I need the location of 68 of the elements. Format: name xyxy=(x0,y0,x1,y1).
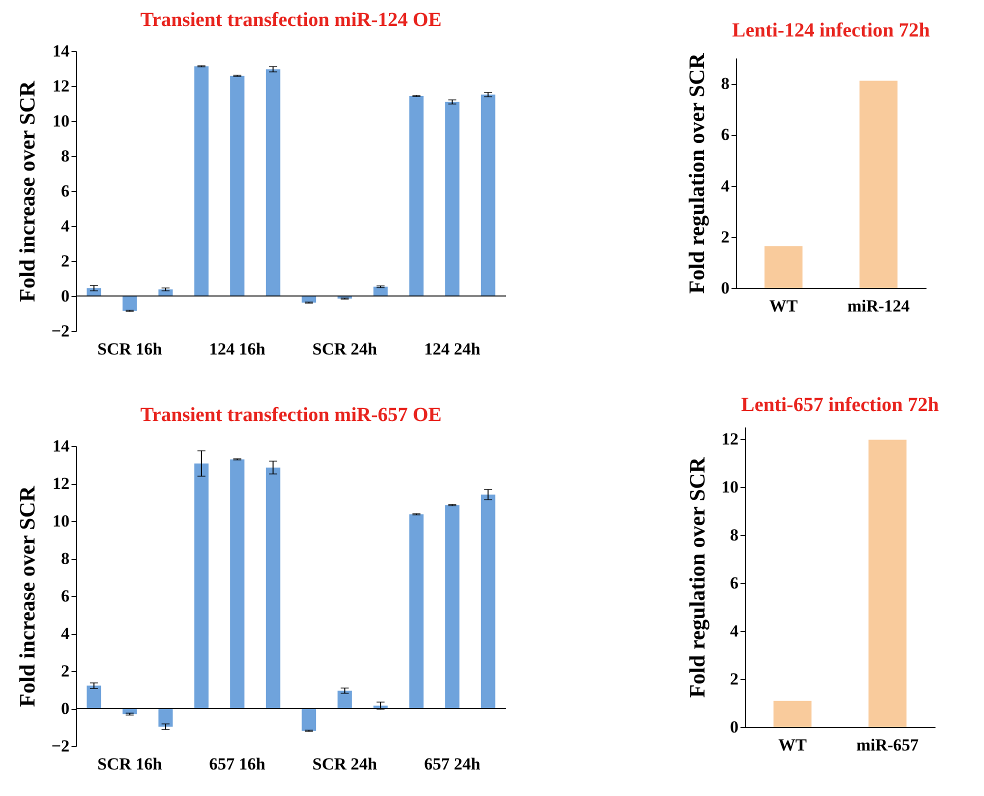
y-tick-label: 0 xyxy=(61,286,70,306)
bar xyxy=(158,708,173,727)
bar xyxy=(409,514,424,708)
x-tick-label: 124 24h xyxy=(424,340,481,358)
y-tick-label: 12 xyxy=(722,430,738,448)
y-tick-label: 4 xyxy=(721,176,730,196)
y-tick-label: 2 xyxy=(721,227,730,246)
y-tick-label: −2 xyxy=(51,322,70,340)
x-tick-label: WT xyxy=(778,736,808,754)
x-tick-label: SCR 24h xyxy=(312,754,378,774)
x-tick-label: WT xyxy=(769,296,798,316)
bar xyxy=(445,102,460,296)
x-tick-label: 657 16h xyxy=(209,754,266,774)
y-tick-label: 10 xyxy=(52,112,70,130)
bar xyxy=(230,76,244,296)
y-tick-label: 14 xyxy=(52,436,70,456)
y-tick-label: 0 xyxy=(730,718,738,736)
y-axis-title: Fold increase over SCR xyxy=(14,80,40,302)
x-tick-label: 657 24h xyxy=(424,754,481,774)
x-tick-label: miR-657 xyxy=(856,736,920,754)
chart-title: Transient transfection miR-657 OE xyxy=(140,404,442,426)
x-tick-label: SCR 16h xyxy=(97,754,163,774)
bar xyxy=(86,686,102,708)
y-tick-label: 10 xyxy=(722,478,738,496)
y-tick-label: 12 xyxy=(52,76,70,96)
y-tick-label: 4 xyxy=(730,622,739,640)
chart-title: Lenti-124 infection 72h xyxy=(732,20,930,42)
y-tick-label: 4 xyxy=(61,216,70,236)
bar xyxy=(266,468,280,708)
x-tick-label: SCR 24h xyxy=(312,340,378,358)
y-axis-title: Fold regulation over SCR xyxy=(684,52,709,294)
bar xyxy=(194,66,209,296)
y-axis-title: Fold increase over SCR xyxy=(14,484,40,707)
chart-title: Lenti-657 infection 72h xyxy=(741,394,939,416)
y-tick-label: 4 xyxy=(61,624,70,643)
bar xyxy=(230,459,244,708)
x-tick-label: miR-124 xyxy=(847,296,910,316)
bar xyxy=(480,94,496,296)
y-tick-label: 0 xyxy=(61,699,70,718)
bar xyxy=(373,286,388,296)
y-tick-label: 2 xyxy=(61,252,70,270)
y-axis-title: Fold regulation over SCR xyxy=(684,456,710,698)
y-tick-label: 6 xyxy=(730,574,738,592)
bar xyxy=(122,296,137,311)
bar xyxy=(194,463,209,708)
y-tick-label: 2 xyxy=(61,662,70,680)
y-tick-label: 6 xyxy=(721,125,730,144)
y-tick-label: 2 xyxy=(730,670,738,688)
y-tick-label: 0 xyxy=(721,278,730,298)
bar xyxy=(445,505,460,708)
chart-title: Transient transfection miR-124 OE xyxy=(140,9,442,31)
y-tick-label: 10 xyxy=(52,512,70,530)
bar xyxy=(409,96,424,296)
x-tick-label: SCR 16h xyxy=(97,340,163,358)
bar xyxy=(266,69,280,296)
y-tick-label: 8 xyxy=(730,526,738,544)
y-tick-label: 8 xyxy=(721,74,730,94)
y-tick-label: 6 xyxy=(61,586,70,606)
y-tick-label: 6 xyxy=(61,182,70,200)
bar xyxy=(480,494,496,708)
y-tick-label: 12 xyxy=(52,474,70,493)
bar xyxy=(338,690,352,708)
bar xyxy=(302,708,316,731)
y-tick-label: −2 xyxy=(51,736,70,756)
y-tick-label: 14 xyxy=(52,42,70,60)
x-tick-label: 124 16h xyxy=(209,340,266,358)
y-tick-label: 8 xyxy=(61,146,70,166)
y-tick-label: 8 xyxy=(61,549,70,568)
